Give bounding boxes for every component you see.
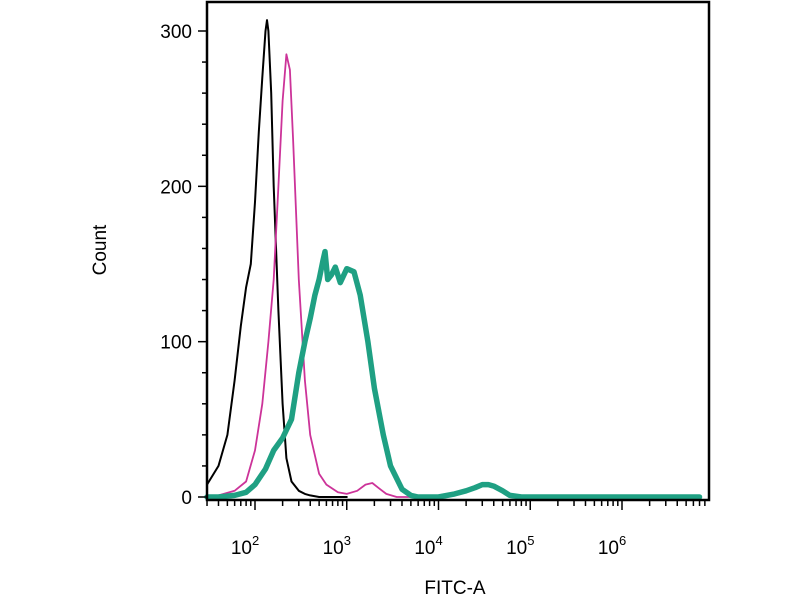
x-tick-label: 104	[414, 533, 442, 559]
histogram-series-1	[206, 19, 348, 498]
plot-frame	[205, 0, 711, 502]
x-axis-label: FITC-A	[424, 578, 486, 599]
y-tick-label: 200	[160, 177, 192, 198]
x-tick-label: 102	[231, 533, 259, 559]
histogram-series-2	[206, 53, 412, 498]
tick-marks	[198, 30, 706, 510]
y-axis-label: Count	[90, 224, 111, 275]
axes-frame	[205, 0, 711, 502]
x-tick-label: 103	[323, 533, 351, 559]
x-tick-label: 105	[506, 533, 534, 559]
y-tick-label: 100	[160, 333, 192, 354]
y-tick-label: 300	[160, 22, 192, 43]
histogram-series-3	[204, 248, 703, 500]
tick-labels: 0 100 200 300 102 103 104 105 106	[160, 22, 626, 559]
y-tick-label: 0	[181, 488, 192, 509]
x-tick-label: 106	[598, 533, 626, 559]
series-layer	[204, 19, 703, 500]
